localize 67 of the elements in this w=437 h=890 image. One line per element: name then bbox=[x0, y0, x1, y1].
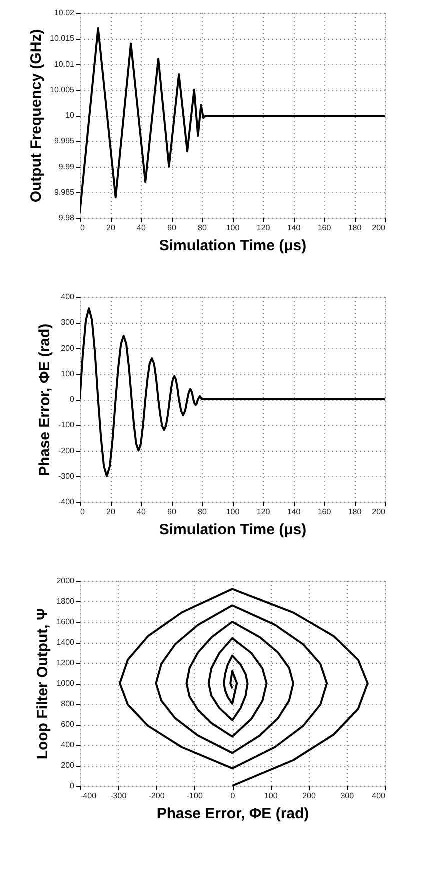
y-tick-label: 2000 bbox=[56, 576, 76, 586]
x-tick-label: 140 bbox=[287, 508, 302, 516]
y-tick-label: 800 bbox=[61, 700, 76, 708]
x-tick-label: 300 bbox=[340, 792, 355, 800]
x-tick-label: 40 bbox=[137, 508, 146, 516]
x-tick-label: 60 bbox=[168, 508, 177, 516]
x-tick-label: 120 bbox=[256, 508, 271, 516]
x-axis-title: Phase Error, ΦE (rad) bbox=[156, 806, 310, 822]
y-tick-label: 1200 bbox=[56, 658, 76, 668]
x-tick-label: 140 bbox=[287, 224, 302, 232]
x-axis-title: Simulation Time (μs) bbox=[159, 238, 307, 254]
x-tick-label: 200 bbox=[372, 224, 386, 232]
y-tick-label: 10.005 bbox=[50, 85, 76, 94]
x-tick-label: 400 bbox=[372, 792, 386, 800]
y-tick-label: 1400 bbox=[56, 638, 76, 647]
y-axis-title: Phase Error, ΦE (rad) bbox=[36, 324, 54, 476]
x-tick-label: 40 bbox=[137, 224, 146, 232]
y-tick-label: 400 bbox=[61, 292, 76, 302]
y-tick-label: 10.01 bbox=[54, 60, 76, 69]
y-tick-label: -300 bbox=[58, 472, 76, 481]
y-tick-label: 9.985 bbox=[54, 188, 76, 197]
x-tick-label: 200 bbox=[372, 508, 386, 516]
y-tick-label: 9.99 bbox=[58, 162, 76, 172]
y-tick-label: 1800 bbox=[56, 597, 76, 606]
x-tick-label: 180 bbox=[348, 508, 362, 516]
x-tick-label: 20 bbox=[106, 508, 116, 516]
x-tick-label: -400 bbox=[80, 792, 98, 800]
x-tick-label: 100 bbox=[226, 508, 240, 516]
y-tick-label: -200 bbox=[58, 446, 76, 456]
x-tick-label: 100 bbox=[226, 224, 240, 232]
x-axis-title: Simulation Time (μs) bbox=[159, 522, 307, 538]
y-tick-label: 100 bbox=[61, 369, 76, 378]
y-tick-label: 9.98 bbox=[58, 214, 76, 222]
y-tick-label: 200 bbox=[61, 761, 76, 770]
y-tick-label: 1600 bbox=[56, 618, 76, 626]
x-tick-label: 200 bbox=[302, 792, 316, 800]
x-tick-label: -300 bbox=[110, 792, 128, 800]
x-tick-label: 20 bbox=[106, 224, 116, 232]
x-tick-label: 0 bbox=[80, 508, 86, 516]
y-tick-label: -400 bbox=[58, 498, 76, 506]
x-tick-label: 120 bbox=[256, 224, 271, 232]
y-tick-label: 600 bbox=[61, 720, 76, 729]
x-tick-label: 80 bbox=[198, 508, 208, 516]
y-tick-label: 9.995 bbox=[54, 136, 76, 146]
y-tick-label: 10.02 bbox=[54, 8, 76, 18]
y-tick-label: 300 bbox=[61, 318, 76, 328]
x-tick-label: 100 bbox=[264, 792, 278, 800]
x-tick-label: 0 bbox=[80, 224, 86, 232]
x-tick-label: 0 bbox=[230, 792, 236, 800]
y-tick-label: 400 bbox=[61, 740, 76, 750]
x-tick-label: 180 bbox=[348, 224, 362, 232]
y-tick-label: 0 bbox=[70, 395, 76, 404]
y-tick-label: 10.015 bbox=[50, 34, 76, 44]
y-tick-label: 200 bbox=[61, 344, 76, 353]
x-tick-label: -100 bbox=[186, 792, 204, 800]
y-tick-label: 1000 bbox=[56, 679, 76, 688]
x-tick-label: 80 bbox=[198, 224, 208, 232]
y-tick-label: 0 bbox=[70, 782, 76, 790]
y-axis-title: Output Frequency (GHz) bbox=[28, 29, 46, 203]
y-tick-label: 10 bbox=[66, 111, 76, 120]
y-tick-label: -100 bbox=[58, 420, 76, 430]
y-axis-title: Loop Filter Output, Ψ bbox=[34, 608, 52, 760]
x-tick-label: 160 bbox=[318, 224, 332, 232]
x-tick-label: -200 bbox=[148, 792, 166, 800]
x-tick-label: 160 bbox=[318, 508, 332, 516]
x-tick-label: 60 bbox=[168, 224, 177, 232]
line-series bbox=[80, 27, 385, 214]
